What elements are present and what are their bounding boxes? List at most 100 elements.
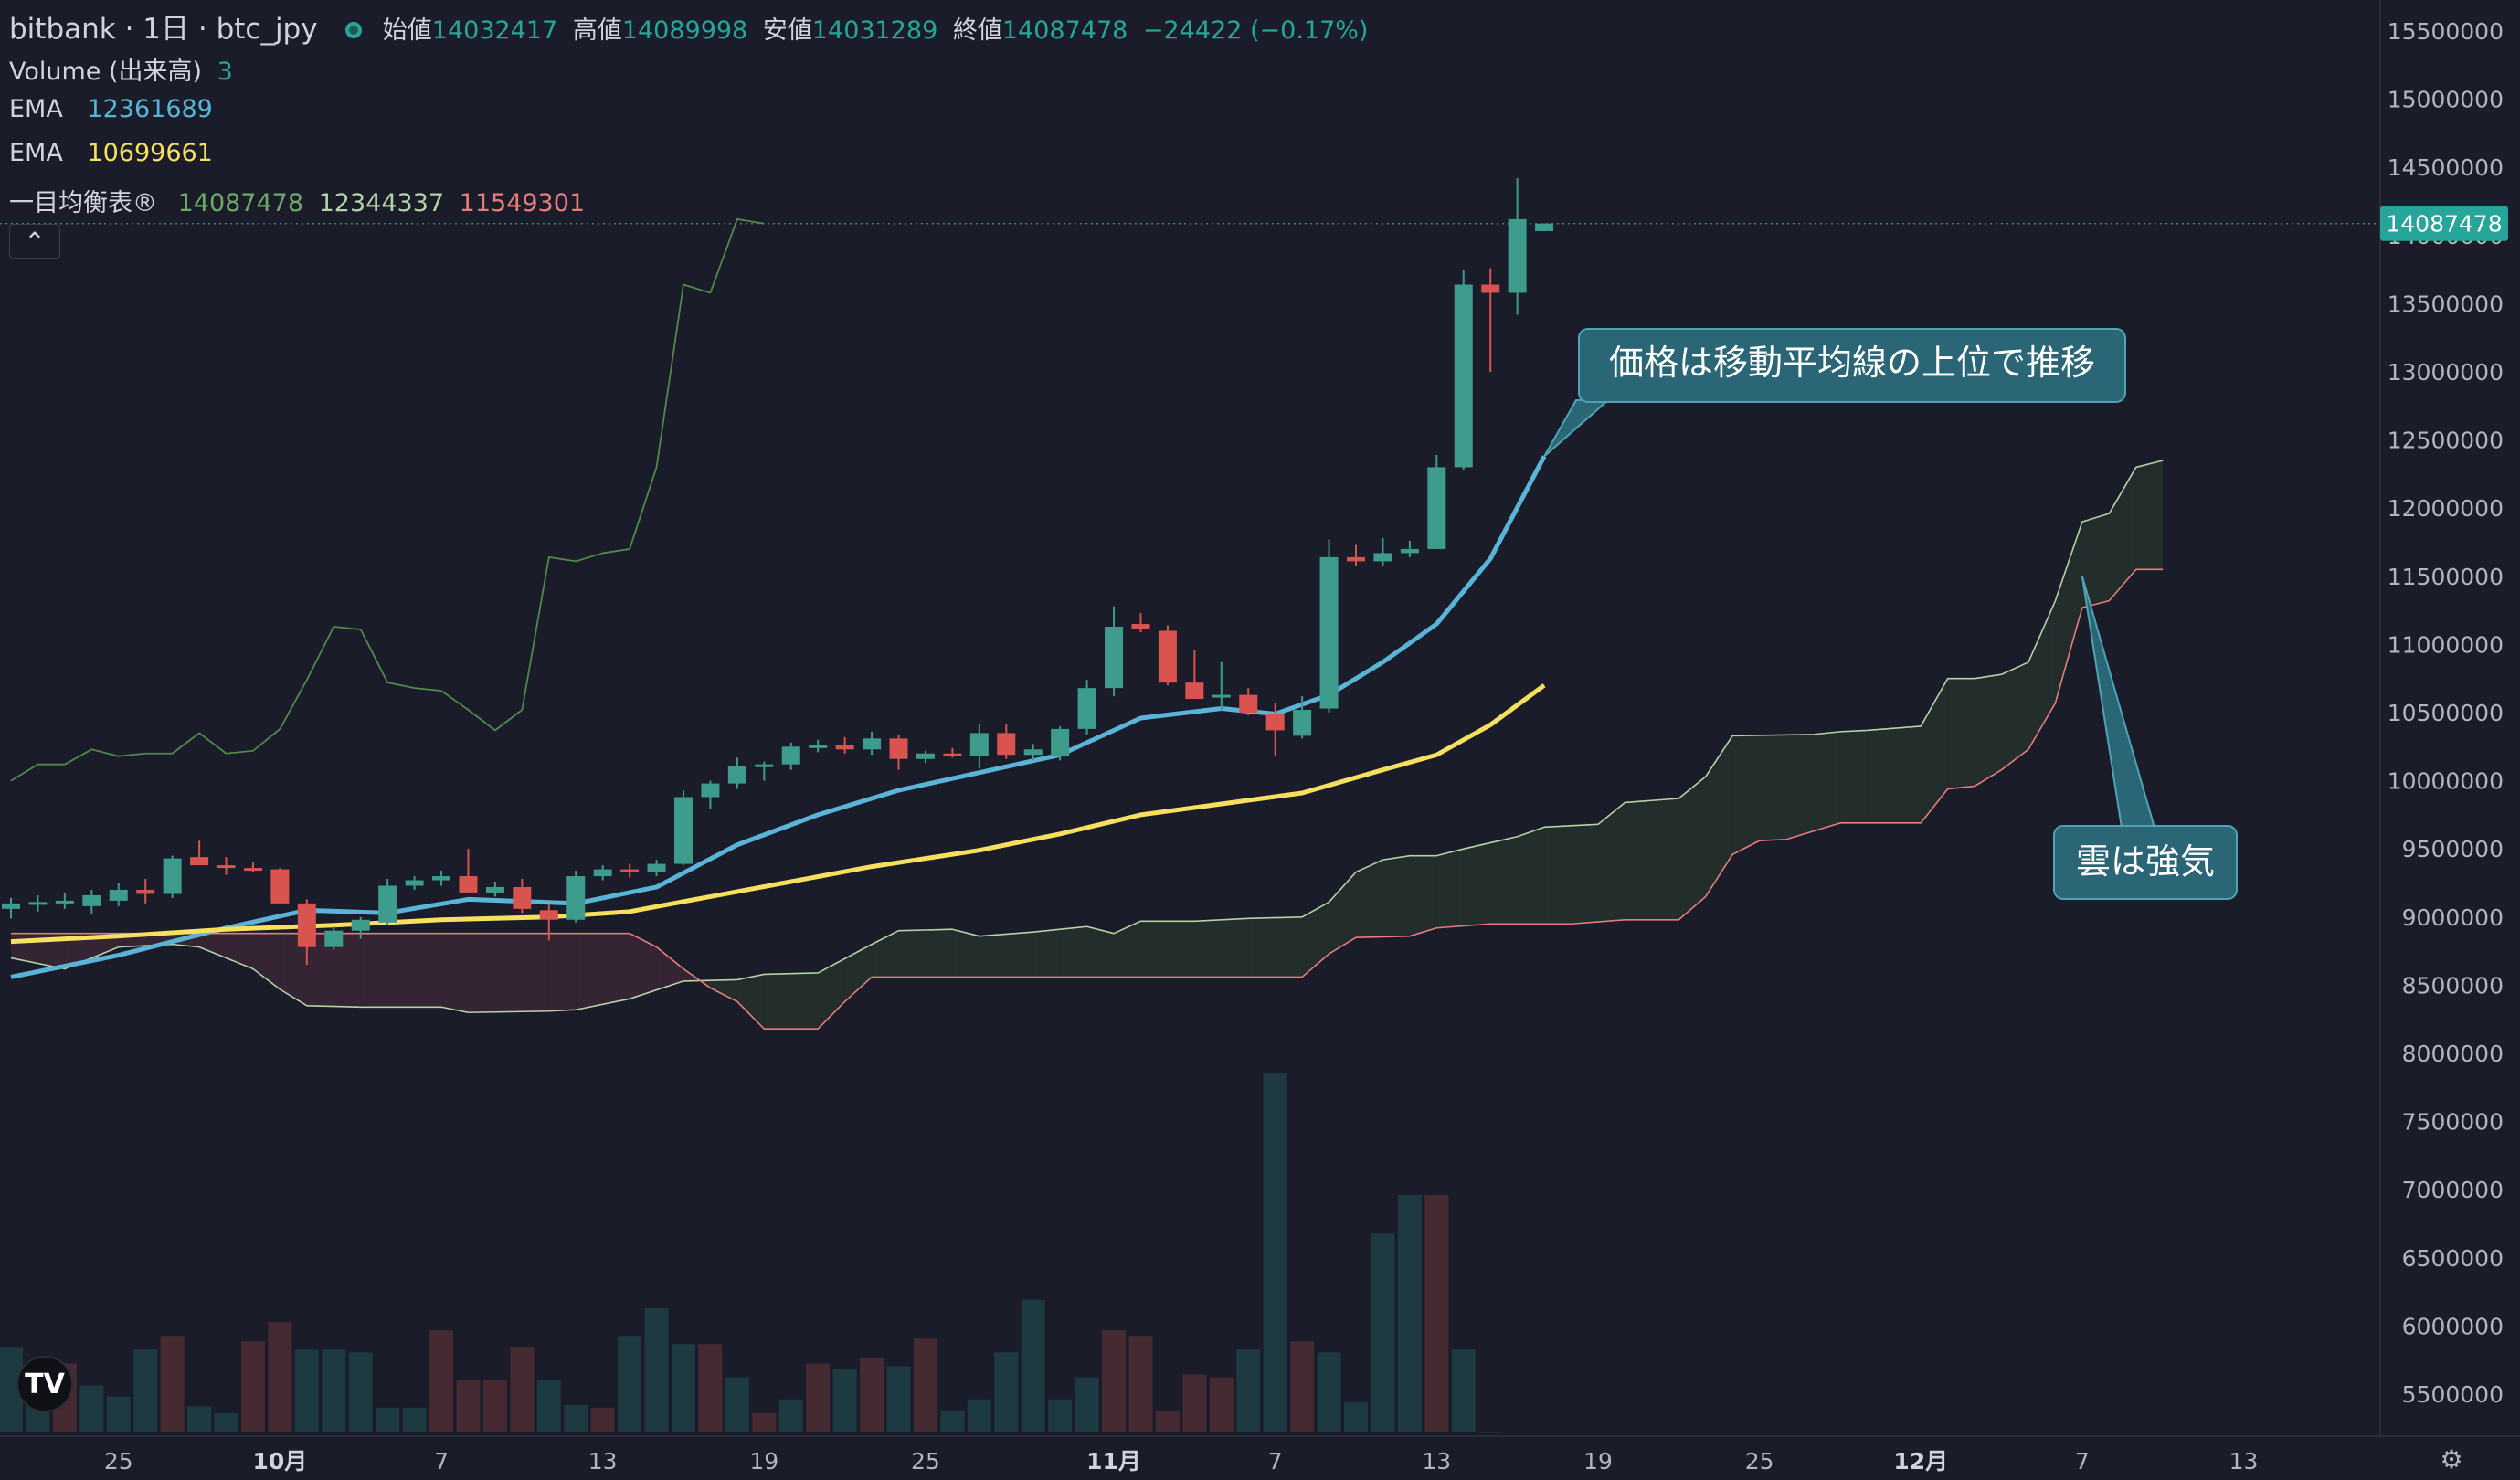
volume-bar (1209, 1377, 1234, 1432)
annotation-box (1578, 328, 2126, 403)
ema1-legend[interactable]: EMA 12361689 (9, 95, 220, 123)
candle-body (781, 746, 800, 765)
cloud-segment (1086, 926, 1115, 978)
candle-body (1347, 556, 1365, 562)
candle-body (82, 894, 101, 906)
volume-legend[interactable]: Volume (出来高) 3 (9, 51, 240, 87)
volume-bar (1021, 1299, 1045, 1432)
volume-bar (967, 1399, 991, 1432)
cloud-segment (1678, 777, 1706, 920)
volume-bar (240, 1341, 265, 1432)
ema2-label: EMA (9, 139, 63, 167)
cloud-segment (979, 932, 1033, 978)
cloud-segment (1114, 921, 1141, 978)
volume-bar (429, 1330, 454, 1432)
ema2-legend[interactable]: EMA 10699661 (9, 139, 220, 167)
cloud-segment (2135, 460, 2164, 570)
cloud-segment (1463, 842, 1491, 926)
price-tick-label: 9000000 (2402, 904, 2504, 931)
cloud-segment (1517, 827, 1545, 925)
volume-bar (698, 1344, 723, 1432)
price-tick-label: 12500000 (2388, 428, 2504, 454)
gear-icon[interactable]: ⚙ (2440, 1444, 2463, 1475)
volume-bar (590, 1407, 615, 1432)
volume-bar (456, 1380, 481, 1432)
cloud-segment (199, 933, 253, 969)
candle-body (1400, 548, 1419, 554)
ichimoku-value-2: 12344337 (318, 189, 445, 217)
time-tick-label: 19 (749, 1448, 778, 1475)
price-tick-label: 11000000 (2388, 631, 2504, 658)
low-label: 安値 (762, 16, 812, 45)
cloud-segment (1060, 926, 1087, 978)
volume-bar (778, 1399, 803, 1432)
tradingview-logo-icon[interactable]: TV (16, 1356, 73, 1412)
cloud-segment (1409, 855, 1437, 936)
cloud-segment (1571, 824, 1598, 925)
cloud-segment (1921, 678, 1948, 823)
candle-body (270, 869, 290, 904)
volume-bar (214, 1412, 238, 1432)
time-tick-label: 12月 (1893, 1448, 1948, 1475)
cloud-segment (2055, 522, 2082, 703)
cloud-segment (1786, 734, 1814, 840)
candle-body (109, 889, 128, 901)
candle-body (701, 783, 720, 798)
candle-body (1185, 682, 1204, 700)
candle-body (1051, 728, 1070, 756)
ichimoku-label: 一目均衡表® (9, 189, 157, 217)
cloud-segment (1329, 872, 1356, 955)
cloud-segment (1140, 921, 1195, 978)
candle-body (620, 869, 640, 872)
cloud-segment (2081, 513, 2110, 608)
candle-body (1105, 627, 1124, 689)
candle-body (863, 738, 882, 750)
symbol-title[interactable]: bitbank · 1日 · btc_jpy (9, 13, 318, 46)
cloud-segment (872, 930, 899, 978)
ema1-value: 12361689 (87, 95, 213, 123)
volume-bar (913, 1338, 937, 1432)
cloud-segment (1302, 902, 1329, 978)
cloud-segment (1813, 731, 1840, 831)
volume-bar (564, 1404, 588, 1432)
volume-bar (1048, 1399, 1073, 1432)
cloud-segment (2028, 600, 2056, 750)
candle-body (459, 876, 478, 893)
ema1-label: EMA (9, 95, 63, 123)
candle-body (647, 863, 666, 872)
price-tick-label: 10500000 (2388, 700, 2504, 726)
cloud-segment (898, 929, 926, 978)
high-label: 高値 (572, 16, 622, 45)
volume-bar (832, 1369, 857, 1432)
candle-body (55, 900, 74, 904)
collapse-legend-button[interactable]: ⌃ (9, 224, 60, 259)
candle-body (1023, 749, 1043, 756)
price-tick-label: 7000000 (2402, 1177, 2504, 1203)
price-tick-label: 6000000 (2402, 1313, 2504, 1339)
cloud-segment (1732, 735, 1760, 855)
open-value: 14032417 (431, 16, 558, 45)
volume-bar (187, 1406, 212, 1432)
candle-body (1212, 694, 1231, 698)
cloud-segment (952, 929, 979, 978)
cloud-segment (64, 933, 119, 969)
cloud-segment (764, 972, 819, 1030)
ichimoku-legend[interactable]: 一目均衡表® 14087478 12344337 11549301 (9, 183, 592, 218)
candle-body (1508, 218, 1527, 293)
high-value: 14089998 (621, 16, 748, 45)
candle-body (1535, 223, 1554, 231)
volume-bar (672, 1344, 695, 1432)
volume-bar (940, 1410, 965, 1432)
volume-bar (268, 1322, 292, 1432)
volume-bar (402, 1407, 427, 1432)
candle-body (1131, 624, 1150, 629)
cloud-segment (2001, 661, 2028, 770)
candle-body (217, 865, 236, 869)
candle-body (539, 910, 558, 920)
volume-bar (618, 1336, 642, 1432)
candle-body (1265, 714, 1285, 731)
annotation-pointer (1543, 399, 1611, 458)
cloud-segment (1248, 916, 1303, 978)
